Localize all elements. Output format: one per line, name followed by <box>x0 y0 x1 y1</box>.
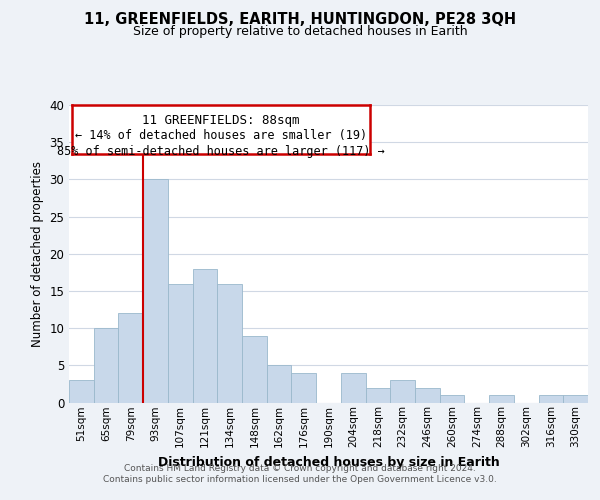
Bar <box>440 395 464 402</box>
Text: ← 14% of detached houses are smaller (19): ← 14% of detached houses are smaller (19… <box>75 128 367 141</box>
Bar <box>489 395 514 402</box>
Bar <box>267 366 292 403</box>
Text: 11 GREENFIELDS: 88sqm: 11 GREENFIELDS: 88sqm <box>142 114 300 127</box>
Bar <box>365 388 390 402</box>
Bar <box>341 373 365 402</box>
Text: Contains public sector information licensed under the Open Government Licence v3: Contains public sector information licen… <box>103 475 497 484</box>
Y-axis label: Number of detached properties: Number of detached properties <box>31 161 44 347</box>
Bar <box>563 395 588 402</box>
Text: 11, GREENFIELDS, EARITH, HUNTINGDON, PE28 3QH: 11, GREENFIELDS, EARITH, HUNTINGDON, PE2… <box>84 12 516 28</box>
Bar <box>415 388 440 402</box>
Bar <box>69 380 94 402</box>
Bar <box>168 284 193 403</box>
Bar <box>193 268 217 402</box>
Bar <box>539 395 563 402</box>
Bar <box>242 336 267 402</box>
Bar <box>94 328 118 402</box>
Bar <box>390 380 415 402</box>
Bar <box>143 180 168 402</box>
Bar <box>292 373 316 402</box>
Bar <box>217 284 242 403</box>
Text: 85% of semi-detached houses are larger (117) →: 85% of semi-detached houses are larger (… <box>58 146 385 158</box>
Bar <box>118 313 143 402</box>
Text: Contains HM Land Registry data © Crown copyright and database right 2024.: Contains HM Land Registry data © Crown c… <box>124 464 476 473</box>
X-axis label: Distribution of detached houses by size in Earith: Distribution of detached houses by size … <box>158 456 499 468</box>
Text: Size of property relative to detached houses in Earith: Size of property relative to detached ho… <box>133 25 467 38</box>
